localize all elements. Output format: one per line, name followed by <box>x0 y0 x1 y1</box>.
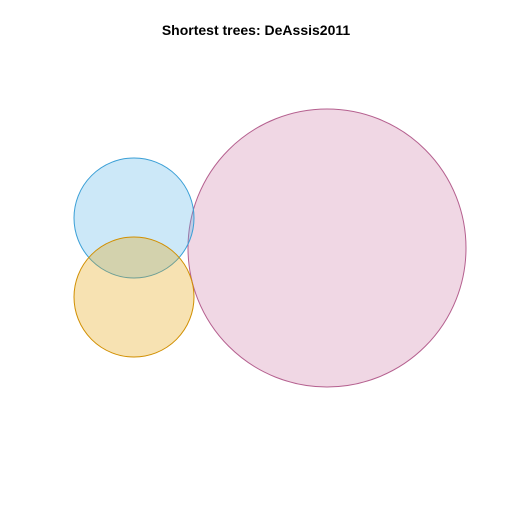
venn-circle-orange <box>74 237 194 357</box>
venn-circle-pink <box>188 109 466 387</box>
